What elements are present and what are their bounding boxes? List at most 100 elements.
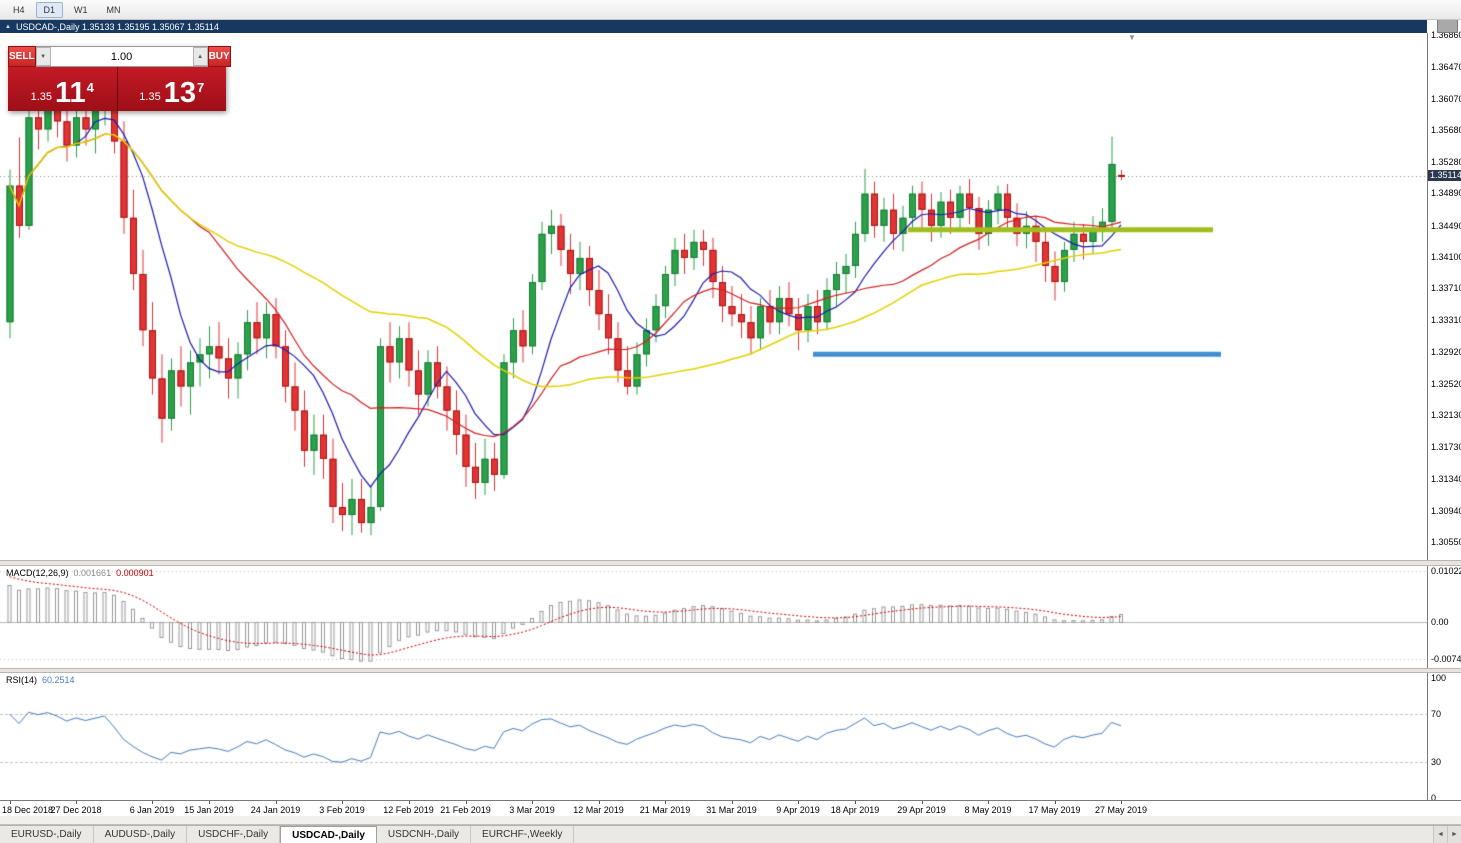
date-tick-mark [598, 801, 600, 804]
date-tick-label: 18 Apr 2019 [830, 805, 880, 815]
price-tick-label: 1.34100 [1431, 251, 1461, 262]
buy-button[interactable]: BUY [207, 46, 231, 67]
date-tick-mark [1054, 801, 1056, 804]
price-tick-label: 1.32130 [1431, 410, 1461, 421]
arrow-marker-icon: ▼ [1128, 33, 1136, 42]
timeframe-button-h4[interactable]: H4 [5, 2, 33, 18]
date-tick-label: 29 Apr 2019 [897, 805, 946, 815]
volume-control: ▼ ▲ [35, 46, 208, 67]
sell-price-pip: 4 [86, 80, 94, 95]
chart-title-bar: ▲ USDCAD-,Daily 1.35133 1.35195 1.35067 … [0, 20, 1427, 33]
volume-up-button[interactable]: ▲ [192, 47, 208, 66]
date-tick-mark [988, 801, 989, 804]
date-tick-label: 27 Dec 2018 [50, 805, 102, 815]
sell-price-base: 1.35 [30, 91, 52, 103]
tab-scroll-left-button[interactable]: ◄ [1433, 826, 1447, 843]
price-tick-label: 1.33710 [1431, 283, 1461, 294]
date-tick-mark [731, 801, 733, 804]
price-tick-label: 1.31340 [1431, 473, 1461, 484]
date-tick-label: 21 Mar 2019 [639, 805, 691, 815]
tab-usdcnh-daily[interactable]: USDCNH-,Daily [377, 826, 472, 843]
timeframe-button-w1[interactable]: W1 [66, 2, 96, 18]
price-tick-label: 1.34490 [1431, 220, 1461, 231]
current-price-label: 1.35114 [1428, 170, 1461, 182]
volume-input[interactable] [50, 47, 193, 66]
date-tick-label: 8 May 2019 [964, 805, 1012, 815]
date-tick-label: 3 Mar 2019 [509, 805, 555, 815]
date-tick-label: 15 Jan 2019 [184, 805, 234, 815]
horizontal-scroll-strip[interactable] [0, 816, 1461, 825]
date-tick-mark [855, 801, 856, 804]
main-price-chart[interactable] [0, 33, 1427, 560]
price-tick-label: 1.36070 [1431, 93, 1461, 104]
date-tick-label: 3 Feb 2019 [319, 805, 365, 815]
sell-price-button[interactable]: 1.35 11 4 [8, 67, 118, 111]
macd-scale-label: 0.01022 [1431, 566, 1461, 576]
tab-audusd-daily[interactable]: AUDUSD-,Daily [94, 826, 188, 843]
date-tick-label: 17 May 2019 [1028, 805, 1081, 815]
tab-eurchf-weekly[interactable]: EURCHF-,Weekly [471, 826, 575, 843]
date-tick-label: 31 Mar 2019 [706, 805, 757, 815]
sell-button[interactable]: SELL [8, 46, 36, 67]
rsi-scale-label: 0 [1431, 793, 1437, 803]
date-tick-mark [76, 801, 77, 804]
date-tick-label: 27 May 2019 [1094, 805, 1148, 815]
volume-down-button[interactable]: ▼ [35, 47, 51, 66]
macd-main-value: 0.001661 [73, 568, 112, 578]
date-tick-mark [798, 801, 799, 804]
date-tick-mark [532, 801, 533, 804]
tab-eurusd-daily[interactable]: EURUSD-,Daily [0, 826, 94, 843]
date-tick-mark [9, 801, 11, 804]
tab-usdchf-daily[interactable]: USDCHF-,Daily [187, 826, 281, 843]
buy-price-pip: 7 [196, 80, 205, 95]
date-tick-mark [408, 801, 410, 804]
tab-usdcad-daily[interactable]: USDCAD-,Daily [280, 826, 377, 843]
date-tick-label: 12 Mar 2019 [573, 805, 624, 815]
date-tick-mark [152, 801, 153, 804]
rsi-scale-label: 30 [1431, 757, 1442, 767]
date-tick-mark [209, 801, 210, 804]
date-tick-mark [465, 801, 467, 804]
buy-price-button[interactable]: 1.35 13 7 [117, 67, 226, 111]
macd-name: MACD(12,26,9) [6, 568, 69, 578]
rsi-value: 60.2514 [42, 675, 75, 685]
date-tick-label: 18 Dec 2018 [2, 805, 54, 815]
macd-indicator-chart[interactable] [0, 566, 1427, 668]
chart-tab-bar: EURUSD-,Daily AUDUSD-,Daily USDCHF-,Daily U… [0, 826, 1433, 843]
corner-box [1437, 19, 1458, 33]
macd-scale-label: -0.00747 [1431, 654, 1461, 665]
price-tick-label: 1.36860 [1431, 30, 1461, 41]
buy-price-big: 13 [163, 77, 196, 109]
date-tick-mark [665, 801, 666, 804]
timeframe-button-d1[interactable]: D1 [35, 1, 64, 18]
date-tick-label: 6 Jan 2019 [129, 805, 175, 815]
price-tick-label: 1.32520 [1431, 378, 1461, 389]
timeframe-button-mn[interactable]: MN [99, 2, 129, 18]
tab-scroll-right-button[interactable]: ► [1447, 826, 1461, 843]
panel-splitter-rsi[interactable] [0, 668, 1461, 673]
price-tick-label: 1.36470 [1431, 61, 1461, 72]
date-tick-label: 21 Feb 2019 [440, 805, 491, 815]
price-tick-label: 1.35680 [1431, 125, 1461, 135]
date-axis[interactable]: 18 Dec 2018 27 Dec 2018 6 Jan 2019 15 Jan 2… [0, 800, 1461, 816]
date-tick-label: 9 Apr 2019 [776, 805, 820, 815]
date-tick-mark [921, 801, 923, 804]
macd-signal-value: 0.000901 [116, 568, 154, 578]
price-tick-label: 1.31730 [1431, 442, 1461, 453]
rsi-scale-label: 70 [1431, 709, 1442, 719]
rsi-name: RSI(14) [6, 675, 38, 685]
rsi-indicator-chart[interactable] [0, 673, 1427, 800]
timeframe-toolbar: H4 D1 W1 MN [0, 0, 1461, 20]
macd-label: MACD(12,26,9) 0.001661 0.000901 [6, 568, 154, 578]
window-icon: ▲ [5, 23, 11, 30]
date-tick-label: 24 Jan 2019 [250, 805, 301, 815]
rsi-label: RSI(14) 60.2514 [6, 675, 75, 685]
macd-scale-label: 0.00 [1431, 617, 1449, 627]
date-tick-mark [275, 801, 277, 804]
price-tick-label: 1.30940 [1431, 505, 1461, 516]
panel-splitter-macd[interactable] [0, 560, 1461, 566]
price-tick-label: 1.33310 [1431, 315, 1461, 326]
price-axis[interactable]: 1.36860 1.36470 1.36070 1.35680 1.35280 1.348… [1427, 30, 1461, 803]
price-tick-label: 1.34890 [1431, 188, 1461, 199]
